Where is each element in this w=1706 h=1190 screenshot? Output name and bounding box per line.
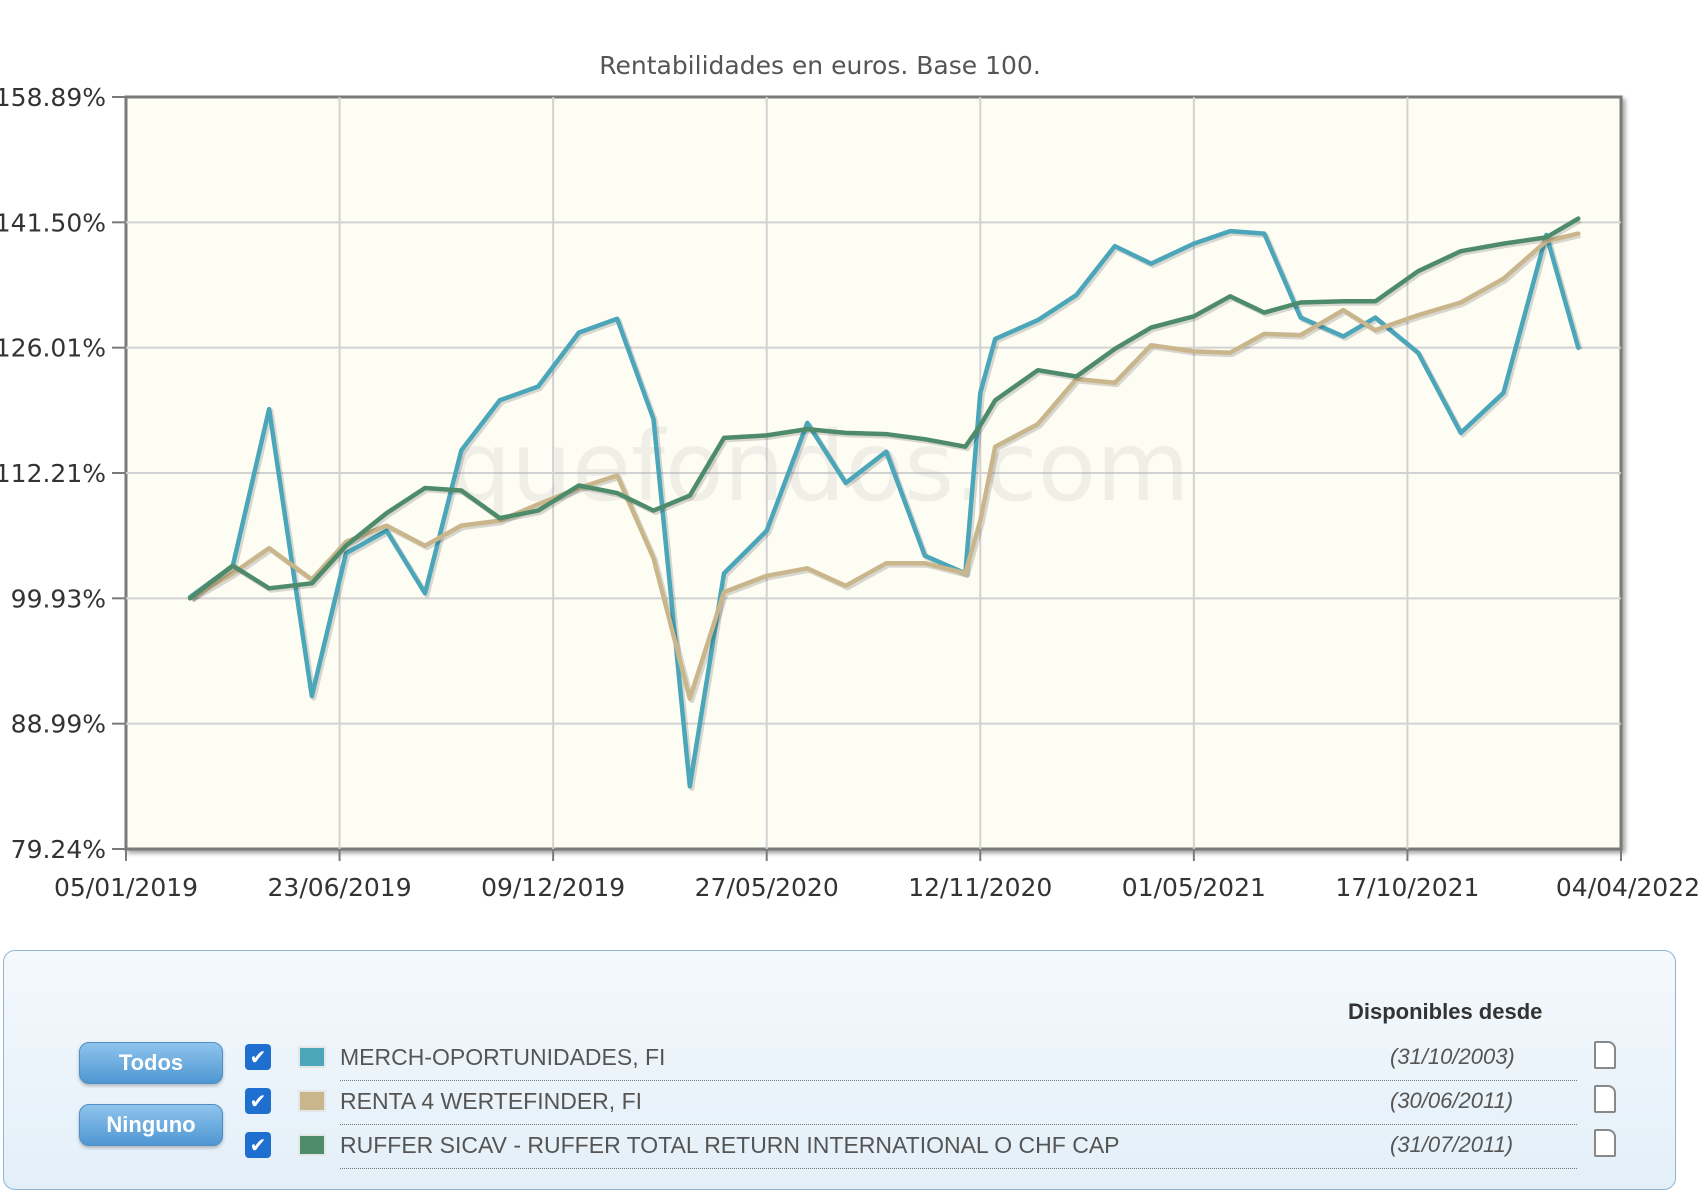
y-tick-label: 88.99% [11,710,106,739]
x-axis: 05/01/2019 23/06/2019 09/12/2019 27/05/2020… [54,849,1700,902]
x-tick-label: 27/05/2020 [695,873,839,902]
x-tick-label: 01/05/2021 [1122,873,1266,902]
y-axis: 158.89% 141.50% 126.01% 112.21% 99.93% 88.99%… [0,83,126,864]
available-date: (31/07/2011) [1390,1132,1514,1157]
gridlines [126,97,1621,849]
y-tick-label: 112.21% [0,459,106,488]
x-tick-label: 04/04/2022 [1556,873,1700,902]
series-line-1 [187,231,1581,701]
checkbox-merch[interactable]: ✔ [245,1044,271,1070]
color-swatch [298,1046,326,1068]
x-tick-label: 09/12/2019 [481,873,625,902]
series-line-0 [187,228,1581,789]
fund-name: RUFFER SICAV - RUFFER TOTAL RETURN INTER… [340,1132,1120,1158]
legend-panel: Disponibles desde Todos Ninguno ✔ MERCH-… [3,950,1676,1190]
x-tick-label: 23/06/2019 [268,873,412,902]
legend-item: ✔ RENTA 4 WERTEFINDER, FI (30/06/2011) [245,1082,1616,1125]
legend-item: ✔ MERCH-OPORTUNIDADES, FI (31/10/2003) [245,1038,1616,1081]
color-swatch [298,1134,326,1156]
available-date: (30/06/2011) [1390,1088,1514,1113]
row-divider [340,1168,1577,1169]
x-tick-label: 17/10/2021 [1335,873,1479,902]
y-tick-label: 99.93% [11,584,106,613]
fund-name: MERCH-OPORTUNIDADES, FI [340,1044,666,1070]
series-line-2 [187,216,1581,601]
available-date: (31/10/2003) [1390,1044,1515,1069]
row-divider [340,1124,1577,1125]
select-none-button[interactable]: Ninguno [79,1104,223,1146]
legend-item: ✔ RUFFER SICAV - RUFFER TOTAL RETURN INT… [245,1126,1616,1169]
y-tick-label: 126.01% [0,334,106,363]
checkbox-ruffer[interactable]: ✔ [245,1132,271,1158]
line-chart: Rentabilidades en euros. Base 100. quefo… [0,51,1700,902]
chart-title: Rentabilidades en euros. Base 100. [599,51,1041,80]
watermark: quefondos.com [450,411,1189,523]
row-divider [340,1080,1577,1081]
y-tick-label: 79.24% [11,835,106,864]
y-tick-label: 158.89% [0,83,106,112]
series-lines [187,216,1583,791]
select-all-button[interactable]: Todos [79,1042,223,1084]
document-icon[interactable] [1594,1041,1616,1069]
checkbox-renta4[interactable]: ✔ [245,1088,271,1114]
x-tick-label: 05/01/2019 [54,873,198,902]
legend-header: Disponibles desde [1348,999,1543,1024]
y-tick-label: 141.50% [0,208,106,237]
fund-name: RENTA 4 WERTEFINDER, FI [340,1088,643,1114]
x-tick-label: 12/11/2020 [908,873,1052,902]
document-icon[interactable] [1594,1085,1616,1113]
color-swatch [298,1090,326,1112]
document-icon[interactable] [1594,1129,1616,1157]
